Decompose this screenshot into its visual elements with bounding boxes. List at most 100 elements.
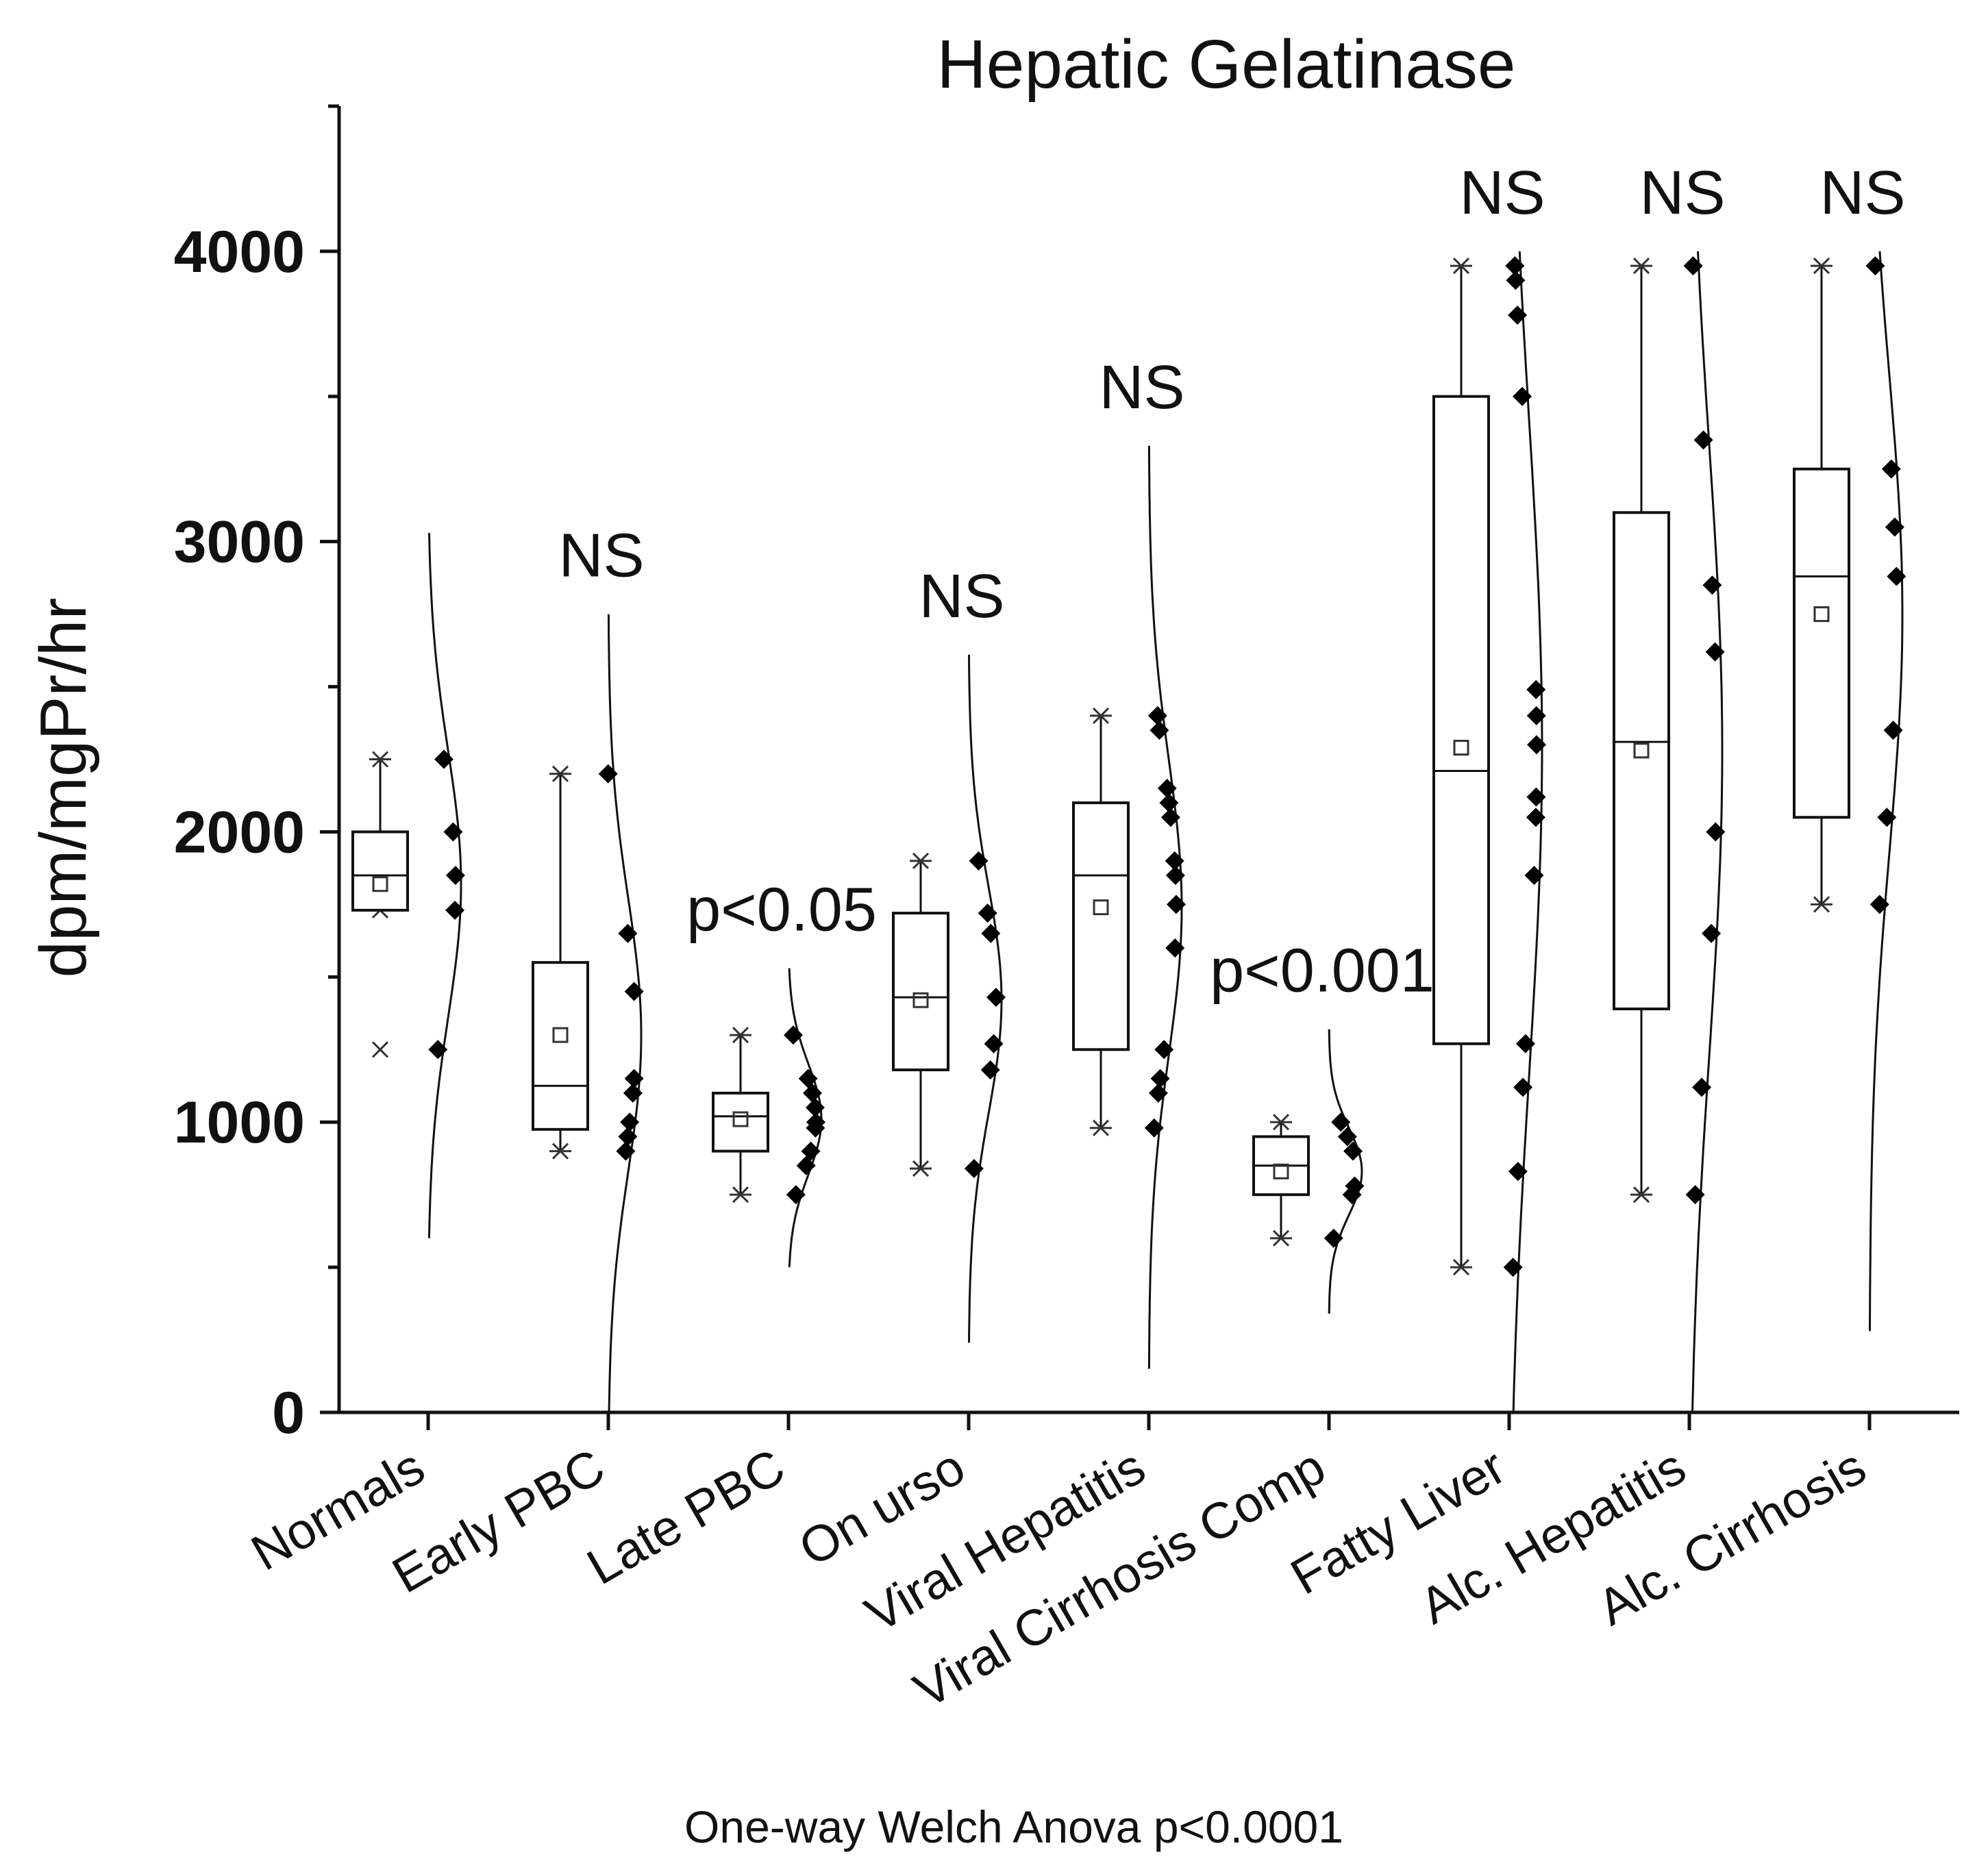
data-point bbox=[1508, 1162, 1528, 1182]
chart-title: Hepatic Gelatinase bbox=[937, 26, 1516, 103]
data-point bbox=[981, 923, 1001, 943]
y-tick-label: 1000 bbox=[174, 1090, 305, 1156]
data-point bbox=[1506, 271, 1526, 290]
data-point bbox=[1881, 459, 1901, 479]
data-point bbox=[1885, 517, 1904, 537]
data-point bbox=[1513, 386, 1532, 406]
data-point bbox=[1165, 866, 1185, 886]
y-tick-label: 4000 bbox=[174, 219, 305, 285]
data-point bbox=[624, 982, 644, 1001]
data-point bbox=[620, 1112, 640, 1132]
data-point bbox=[443, 822, 463, 842]
footnote: One-way Welch Anova p<0.0001 bbox=[684, 1801, 1343, 1852]
box bbox=[1793, 467, 1850, 819]
data-point bbox=[1526, 808, 1545, 827]
data-point bbox=[1887, 566, 1906, 586]
significance-label: p<0.001 bbox=[1210, 937, 1434, 1006]
data-point bbox=[1865, 256, 1885, 276]
data-point bbox=[1505, 256, 1525, 276]
data-point bbox=[1165, 851, 1184, 871]
mean-marker bbox=[912, 992, 929, 1008]
box bbox=[351, 830, 409, 912]
data-point bbox=[801, 1141, 821, 1161]
data-point bbox=[978, 903, 997, 923]
significance-label: NS bbox=[919, 562, 1004, 631]
data-point bbox=[1515, 1034, 1535, 1053]
data-point bbox=[1508, 305, 1528, 325]
distribution-curve bbox=[607, 614, 643, 1413]
data-point bbox=[1165, 938, 1185, 958]
mean-marker bbox=[1093, 899, 1109, 916]
data-point bbox=[1513, 1077, 1533, 1097]
data-point bbox=[1147, 706, 1167, 725]
axes: 0 1000 2000 3000 4000 bbox=[174, 104, 1959, 1446]
data-point bbox=[445, 866, 465, 886]
data-point bbox=[1877, 808, 1897, 827]
data-point bbox=[1692, 1077, 1712, 1097]
data-point bbox=[1702, 575, 1722, 595]
data-point bbox=[1683, 256, 1703, 276]
distribution-curve bbox=[788, 968, 823, 1268]
data-point bbox=[805, 1098, 825, 1118]
data-point bbox=[783, 1025, 803, 1045]
distribution-curve bbox=[1512, 251, 1543, 1413]
distribution-curve bbox=[1328, 1029, 1363, 1314]
data-point bbox=[969, 851, 989, 871]
data-point bbox=[806, 1118, 825, 1138]
data-point bbox=[984, 1034, 1004, 1053]
data-point bbox=[1150, 1069, 1170, 1088]
data-point bbox=[1324, 1228, 1343, 1248]
data-point bbox=[1159, 793, 1179, 813]
box bbox=[532, 961, 589, 1131]
box bbox=[892, 912, 949, 1071]
data-point bbox=[1705, 642, 1725, 662]
data-point bbox=[1343, 1141, 1363, 1161]
data-point bbox=[1526, 706, 1546, 725]
data-point bbox=[802, 1083, 822, 1103]
mean-marker bbox=[372, 876, 388, 893]
data-point bbox=[1869, 895, 1889, 914]
box bbox=[1432, 395, 1490, 1045]
distribution-curve bbox=[1869, 251, 1904, 1332]
data-point bbox=[1706, 822, 1726, 842]
data-point bbox=[623, 1083, 643, 1103]
mean-marker bbox=[1453, 740, 1469, 756]
data-point bbox=[786, 1185, 806, 1205]
data-point bbox=[980, 1060, 1000, 1079]
data-point bbox=[986, 987, 1006, 1007]
data-point bbox=[1526, 679, 1546, 699]
data-point bbox=[428, 1040, 448, 1060]
data-point bbox=[1157, 778, 1177, 798]
data-point bbox=[1685, 1185, 1705, 1205]
mean-marker bbox=[552, 1027, 569, 1043]
data-point bbox=[1148, 1083, 1168, 1103]
data-point bbox=[445, 900, 465, 920]
data-point bbox=[434, 749, 454, 769]
significance-label: NS bbox=[1819, 159, 1905, 227]
data-point bbox=[964, 1159, 984, 1179]
data-point bbox=[1524, 866, 1544, 886]
distribution-curve bbox=[427, 532, 462, 1238]
data-point bbox=[1503, 1258, 1523, 1277]
significance-label: p<0.05 bbox=[686, 876, 877, 945]
y-axis-label: dpm/mgPr/hr bbox=[27, 598, 100, 978]
significance-label: NS bbox=[1099, 353, 1184, 422]
x-tick-label: Late PBC bbox=[577, 1438, 794, 1595]
y-tick-label: 3000 bbox=[174, 510, 305, 575]
data-point bbox=[1526, 735, 1546, 755]
data-point bbox=[618, 1127, 638, 1147]
data-point bbox=[1342, 1185, 1362, 1205]
data-point bbox=[1337, 1127, 1357, 1147]
data-point bbox=[1883, 721, 1903, 740]
data-point bbox=[1526, 787, 1546, 807]
data-point bbox=[618, 923, 638, 943]
mean-marker bbox=[732, 1111, 749, 1127]
significance-label: NS bbox=[558, 522, 644, 590]
data-point bbox=[1144, 1118, 1164, 1138]
